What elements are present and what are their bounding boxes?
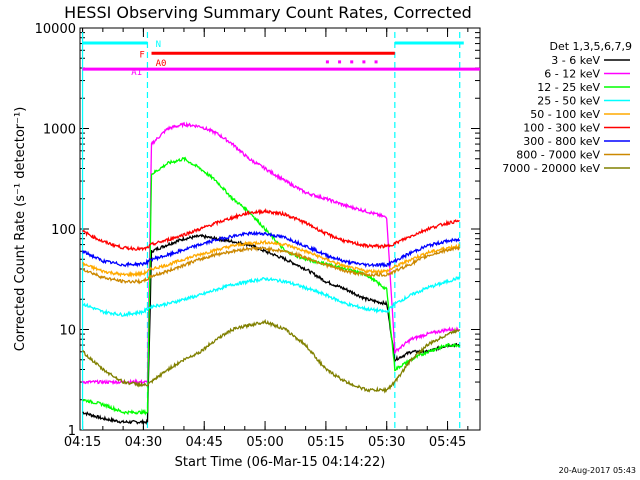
legend-label: 100 - 300 keV [523, 122, 600, 135]
flag-marker [350, 60, 354, 64]
series-line [82, 207, 460, 252]
series-line [82, 245, 461, 285]
flag-marker [325, 60, 329, 64]
y-tick-label: 100 [51, 223, 76, 238]
legend-label: 3 - 6 keV [551, 54, 600, 67]
flag-label: A1 [131, 68, 142, 78]
x-tick-label: 04:45 [185, 435, 222, 450]
flag-label: F [139, 50, 144, 60]
x-axis-label: Start Time (06-Mar-15 04:14:22) [175, 455, 386, 470]
plot-frame [79, 27, 481, 431]
y-tick-label: 10000 [35, 22, 76, 37]
y-tick-label: 1 [68, 424, 76, 439]
flag-marker [338, 60, 342, 64]
flag-marker [362, 60, 366, 64]
flag-label: N [156, 40, 161, 50]
series-line [82, 318, 461, 394]
x-tick-label: 05:30 [368, 435, 405, 450]
x-tick-label: 05:15 [307, 435, 344, 450]
flag-marker [374, 60, 378, 64]
flag-label: A0 [156, 59, 167, 69]
y-tick-label: 1000 [43, 123, 76, 138]
generated-date: 20-Aug-2017 05:43 [559, 466, 636, 475]
x-tick-label: 04:30 [125, 435, 162, 450]
legend-label: 300 - 800 keV [523, 135, 600, 148]
series-group [81, 121, 461, 426]
plot-area [79, 27, 481, 431]
legend-label: 50 - 100 keV [530, 108, 600, 121]
legend-label: 800 - 7000 keV [516, 149, 600, 162]
series-line [82, 233, 461, 426]
chart-title: HESSI Observing Summary Count Rates, Cor… [64, 3, 472, 22]
series-line [82, 156, 461, 416]
series-line [82, 276, 461, 318]
y-axis: 1 10 100 1000 10000 [35, 22, 480, 439]
legend-label: 6 - 12 keV [544, 68, 600, 81]
legend-label: 25 - 50 keV [537, 95, 600, 108]
x-axis: 04:15 04:30 04:45 05:00 05:15 05:30 05:45 [64, 28, 469, 450]
legend-title: Det 1,3,5,6,7,9 [549, 40, 632, 53]
x-tick-label: 05:45 [429, 435, 466, 450]
series-line [81, 230, 461, 269]
flag-bars: N F A0 A1 [82, 40, 480, 78]
series-line [82, 239, 461, 278]
series-line [82, 121, 461, 386]
x-tick-label: 04:15 [64, 435, 101, 450]
y-axis-label: Corrected Count Rate (s⁻¹ detector⁻¹) [13, 107, 28, 352]
legend-label: 7000 - 20000 keV [502, 162, 600, 175]
legend-label: 12 - 25 keV [537, 81, 600, 94]
y-tick-label: 10 [59, 324, 76, 339]
x-tick-label: 05:00 [246, 435, 283, 450]
